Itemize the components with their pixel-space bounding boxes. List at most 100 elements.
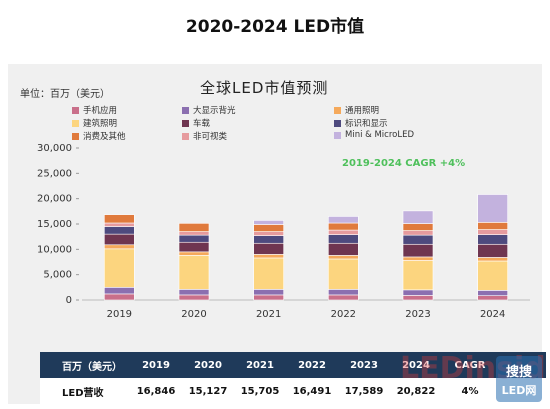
legend-swatch	[334, 119, 341, 127]
bar-segment	[253, 220, 284, 225]
table-cell: 16,491	[292, 385, 332, 397]
unit-label: 单位：百万（美元）	[20, 89, 110, 100]
table-header-cagr: CAGR	[454, 359, 486, 371]
watermark-badge	[496, 356, 542, 402]
y-tick-label: 0	[66, 295, 72, 306]
legend-label: 消费及其他	[83, 132, 126, 142]
bar-segment	[104, 287, 135, 295]
watermark-badge-top: 搜搜	[506, 364, 533, 380]
table-header-year: 2020	[194, 359, 222, 371]
bar-segment	[402, 256, 434, 261]
bar-segment	[104, 233, 135, 246]
bar-segment	[178, 294, 210, 301]
bar-segment	[402, 223, 434, 231]
bar-segment	[104, 244, 135, 250]
cagr-annotation: 2019-2024 CAGR +4%	[342, 158, 466, 169]
y-tick-label: 5,000	[43, 270, 72, 281]
legend-label: Mini & MicroLED	[345, 130, 415, 140]
table-row: LED营收 16,846 15,127 15,705 16,491 17,589…	[40, 378, 546, 404]
bar-segment	[328, 255, 359, 260]
watermark-badge-bottom: LED网	[502, 384, 537, 397]
bar-segment	[477, 234, 508, 245]
table-header-row: 百万（美元） 2019 2020 2021 2022 2023 2024 CAG…	[40, 352, 546, 378]
table-header-year: 2022	[298, 359, 326, 371]
table-cell: 16,846	[136, 385, 176, 397]
bar-segment	[402, 243, 434, 258]
bar-segment	[178, 255, 210, 290]
legend-swatch	[72, 132, 79, 140]
bar-segment	[402, 295, 434, 301]
bar-segment	[253, 231, 284, 236]
bar-segment	[178, 231, 210, 236]
legend-item: 车载	[182, 117, 210, 129]
x-tick-label: 2019	[107, 309, 132, 320]
x-tick-label: 2020	[181, 309, 206, 320]
bar-segment	[328, 222, 359, 231]
x-tick-label: 2021	[256, 309, 281, 320]
bar-segment	[402, 230, 434, 236]
table-header-label: 百万（美元）	[62, 361, 122, 373]
legend-swatch	[182, 119, 189, 127]
bar-segment	[477, 194, 508, 223]
table-header-year: 2023	[350, 359, 378, 371]
table-header-year: 2024	[402, 359, 430, 371]
y-tick-label: 10,000	[37, 244, 72, 255]
bar-segment	[477, 229, 508, 235]
bar-segment	[328, 242, 359, 256]
table-header-year: 2021	[246, 359, 274, 371]
bar-segment	[328, 258, 359, 290]
bar-segment	[253, 254, 284, 259]
legend-label: 大显示背光	[193, 106, 236, 116]
bar-segment	[178, 241, 210, 253]
legend-item: 标识和显示	[334, 117, 388, 129]
bar-segment	[253, 224, 284, 232]
watermark-logo: LEDinside 搜搜 LED网	[400, 351, 546, 402]
legend-item: 建筑照明	[72, 117, 117, 129]
bar-segment	[328, 294, 359, 301]
bar-segment	[477, 290, 508, 296]
bar-segment	[477, 260, 508, 291]
legend-item: 消费及其他	[72, 130, 126, 142]
bar-segment	[104, 293, 135, 301]
bar-segment	[253, 289, 284, 296]
bar-segment	[402, 210, 434, 224]
legend-label: 通用照明	[345, 106, 380, 116]
legend-swatch	[334, 106, 341, 114]
bar-segment	[178, 223, 210, 232]
table-cell: 15,705	[240, 385, 280, 397]
bar-segment	[178, 251, 210, 256]
y-tick-label: 20,000	[37, 194, 72, 205]
legend-swatch	[182, 106, 189, 114]
bar-segment	[402, 289, 434, 296]
bar-segment	[328, 216, 359, 224]
bar-segment	[104, 226, 135, 235]
bar-segment	[402, 234, 434, 245]
legend-label: 建筑照明	[83, 119, 118, 129]
bar-segment	[104, 248, 135, 288]
table-cell: 15,127	[188, 385, 228, 397]
legend-label: 标识和显示	[345, 119, 388, 129]
table-row-label: LED营收	[62, 387, 104, 399]
bar-segment	[104, 222, 135, 227]
y-tick-label: 25,000	[37, 168, 72, 179]
bar-segment	[104, 214, 135, 224]
bar-segment	[253, 257, 284, 290]
bar-segment	[178, 289, 210, 296]
bar-segment	[328, 229, 359, 235]
legend-item: Mini & MicroLED	[334, 130, 414, 140]
y-tick-label: 15,000	[37, 219, 72, 230]
bar-segment	[253, 242, 284, 255]
chart-legend: 手机应用 大显示背光 通用照明 建筑照明 车载 标识和显示 消费及其他 非可视类 Mini & …	[72, 104, 512, 146]
legend-swatch	[334, 131, 341, 139]
bar-segment	[477, 295, 508, 301]
x-tick-label: 2022	[331, 309, 356, 320]
legend-swatch	[182, 132, 189, 140]
bar-segment	[328, 289, 359, 296]
page-title: 2020-2024 LED市值	[185, 17, 365, 37]
bar-segment	[178, 234, 210, 243]
table-cell: 17,589	[344, 385, 384, 397]
legend-item: 大显示背光	[182, 104, 236, 116]
legend-item: 非可视类	[182, 130, 227, 142]
bar-segment	[477, 222, 508, 230]
